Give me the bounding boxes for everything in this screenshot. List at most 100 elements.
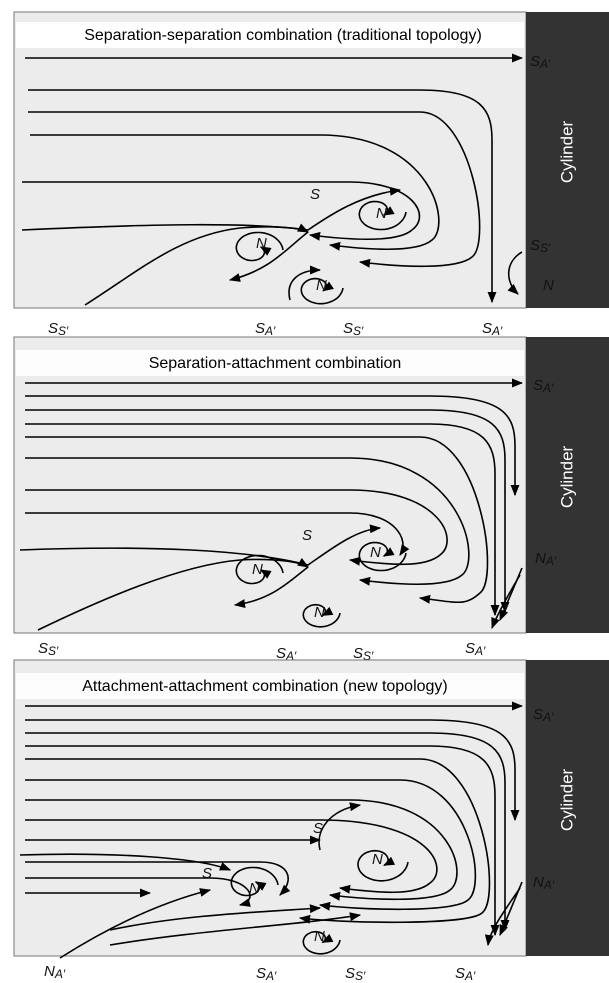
streamline bbox=[25, 489, 448, 566]
title-backdrop bbox=[16, 22, 524, 48]
label-sub: A′ bbox=[265, 969, 277, 983]
streamline bbox=[288, 265, 322, 301]
streamline bbox=[25, 512, 410, 556]
streamline bbox=[302, 930, 341, 955]
streamline bbox=[25, 395, 520, 497]
label-sub: A′ bbox=[474, 644, 486, 658]
label-main: N bbox=[316, 277, 327, 294]
label-sub: A′ bbox=[54, 967, 66, 981]
label-main: S bbox=[202, 865, 212, 882]
streamline bbox=[233, 566, 309, 609]
streamline bbox=[109, 912, 362, 946]
label-main: S bbox=[345, 965, 355, 982]
label-sub: A′ bbox=[464, 969, 476, 983]
cylinder bbox=[526, 660, 609, 956]
streamline bbox=[28, 89, 497, 304]
streamline bbox=[302, 603, 341, 628]
cylinder bbox=[526, 337, 609, 633]
label-main: N bbox=[314, 928, 325, 945]
label-sub: S′ bbox=[353, 324, 364, 338]
label-sub: S′ bbox=[355, 969, 366, 983]
streamline bbox=[484, 887, 521, 947]
streamline bbox=[25, 719, 520, 822]
streamline bbox=[358, 200, 407, 231]
label-main: S bbox=[313, 820, 323, 837]
panel-title: Separation-attachment combination bbox=[149, 355, 402, 372]
point-label: SA′ bbox=[465, 640, 486, 658]
label-main: S bbox=[48, 320, 58, 337]
point-label: SS′ bbox=[343, 320, 364, 338]
streamline bbox=[25, 409, 510, 614]
label-sub: A′ bbox=[542, 381, 554, 395]
point-label: N bbox=[252, 561, 263, 578]
label-main: S bbox=[276, 645, 286, 662]
streamline bbox=[59, 888, 212, 959]
label-main: S bbox=[465, 640, 475, 657]
label-main: N bbox=[372, 851, 383, 868]
point-label: N bbox=[370, 544, 381, 561]
flow-region bbox=[13, 336, 527, 634]
panel: Cylinder Attachment-attachment combinatio… bbox=[13, 659, 609, 983]
label-sub: A′ bbox=[539, 57, 551, 71]
streamline bbox=[491, 574, 521, 630]
label-main: N bbox=[535, 550, 546, 567]
label-sub: A′ bbox=[542, 710, 554, 724]
point-label: NA′ bbox=[535, 550, 557, 568]
flow-region bbox=[13, 659, 527, 957]
label-main: S bbox=[530, 53, 540, 70]
label-sub: S′ bbox=[58, 324, 69, 338]
panel: Cylinder Separation-separation combinatio… bbox=[13, 11, 609, 338]
cylinder bbox=[526, 12, 609, 308]
streamline bbox=[25, 799, 458, 901]
label-sub: S′ bbox=[363, 649, 374, 663]
label-main: S bbox=[353, 645, 363, 662]
streamline bbox=[19, 524, 382, 566]
label-main: N bbox=[44, 963, 55, 980]
streamline bbox=[25, 423, 500, 617]
point-label: N bbox=[249, 880, 260, 897]
point-label: NA′ bbox=[533, 874, 555, 892]
label-main: N bbox=[370, 544, 381, 561]
label-main: S bbox=[256, 965, 266, 982]
label-main: N bbox=[256, 235, 267, 252]
point-label: SA′ bbox=[256, 965, 277, 983]
label-sub: A′ bbox=[545, 554, 557, 568]
point-label: N bbox=[314, 604, 325, 621]
streamline bbox=[507, 251, 523, 295]
point-label: SS′ bbox=[38, 640, 59, 658]
cylinder-label: Cylinder bbox=[557, 768, 576, 831]
label-main: N bbox=[543, 277, 554, 294]
label-sub: A′ bbox=[543, 878, 555, 892]
streamline bbox=[25, 779, 477, 911]
point-label: SA′ bbox=[533, 706, 554, 724]
flow-region bbox=[13, 11, 527, 309]
streamline bbox=[25, 436, 489, 604]
point-label: SS′ bbox=[353, 645, 374, 663]
point-label: SS′ bbox=[530, 237, 551, 255]
streamline bbox=[25, 732, 510, 932]
label-main: S bbox=[302, 527, 312, 544]
label-sub: S′ bbox=[48, 644, 59, 658]
point-label: N bbox=[376, 205, 387, 222]
streamline bbox=[230, 866, 279, 897]
label-sub: S′ bbox=[540, 241, 551, 255]
label-main: N bbox=[376, 205, 387, 222]
label-main: S bbox=[533, 706, 543, 723]
streamline bbox=[235, 554, 284, 585]
point-label: NA′ bbox=[44, 963, 66, 981]
label-main: S bbox=[533, 377, 543, 394]
point-label: SA′ bbox=[533, 377, 554, 395]
streamline bbox=[28, 111, 481, 268]
point-label: SS′ bbox=[345, 965, 366, 983]
label-main: N bbox=[533, 874, 544, 891]
point-label: N bbox=[316, 277, 327, 294]
streamline bbox=[318, 802, 362, 851]
streamline bbox=[37, 557, 309, 631]
streamline bbox=[19, 853, 232, 871]
title-backdrop bbox=[16, 350, 524, 376]
point-label: S bbox=[313, 820, 323, 837]
panel-title: Separation-separation combination (tradi… bbox=[84, 27, 482, 44]
cylinder-label: Cylinder bbox=[557, 120, 576, 183]
label-main: N bbox=[252, 561, 263, 578]
streamline bbox=[84, 223, 310, 306]
